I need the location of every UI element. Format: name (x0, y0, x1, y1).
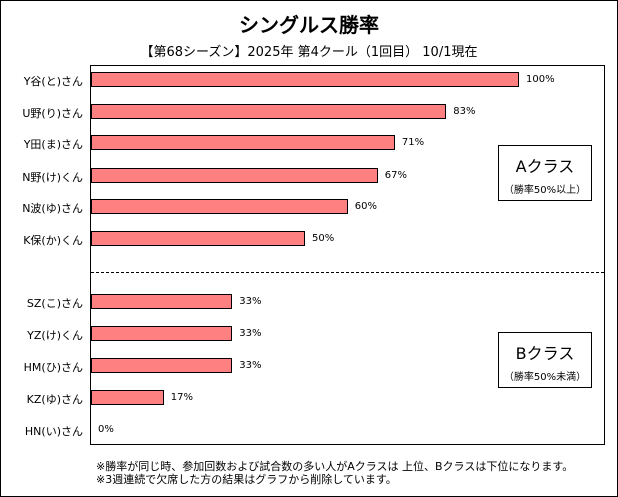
a-class-criteria: （勝率50%以上） (503, 185, 587, 196)
b-class-name: Bクラス (515, 344, 575, 363)
a-class-box: Aクラス （勝率50%以上） (498, 145, 592, 201)
bar (91, 104, 447, 119)
category-label: HM(ひ)さん (23, 361, 83, 374)
bar (91, 135, 395, 150)
bar (91, 231, 305, 246)
bar (91, 168, 378, 183)
category-label: SZ(こ)さん (26, 297, 83, 310)
value-label: 0% (98, 424, 114, 435)
b-class-criteria: （勝率50%未満） (503, 372, 587, 383)
value-label: 33% (239, 296, 262, 307)
note-2: ※3週連続で欠席した方の結果はグラフから削除しています。 (96, 473, 397, 486)
value-label: 17% (170, 392, 193, 403)
value-label: 67% (384, 170, 407, 181)
value-label: 33% (239, 360, 262, 371)
bar (91, 199, 348, 214)
value-label: 33% (239, 328, 262, 339)
note-1: ※勝率が同じ時、参加回数および試合数の多い人がAクラスは 上位、Bクラスは下位に… (96, 460, 574, 473)
bar (91, 294, 233, 309)
value-label: 60% (354, 201, 378, 212)
value-label: 50% (312, 233, 335, 244)
chart-subtitle: 【第68シーズン】2025年 第4クール（1回目） 10/1現在 (140, 45, 478, 60)
plot-area (90, 65, 605, 445)
category-label: YZ(け)くん (27, 329, 83, 342)
bar (91, 390, 164, 405)
category-label: N波(ゆ)さん (22, 202, 83, 215)
category-label: KZ(ゆ)さん (26, 393, 83, 406)
a-class-name: Aクラス (515, 157, 575, 176)
chart-title: シングルス勝率 (239, 13, 379, 37)
bar (91, 72, 519, 87)
category-label: Y田(ま)さん (23, 138, 83, 151)
category-label: Y谷(と)さん (23, 75, 83, 88)
bar (91, 326, 233, 341)
value-label: 100% (526, 74, 555, 85)
category-label: U野(り)さん (22, 107, 83, 120)
value-label: 83% (453, 106, 476, 117)
category-label: K保(か)くん (23, 234, 83, 247)
value-label: 71% (401, 137, 425, 148)
b-class-box: Bクラス （勝率50%未満） (498, 332, 592, 388)
bar (91, 358, 233, 373)
class-divider (91, 272, 604, 273)
category-label: N野(け)くん (22, 171, 83, 184)
category-label: HN(い)さん (24, 425, 83, 438)
